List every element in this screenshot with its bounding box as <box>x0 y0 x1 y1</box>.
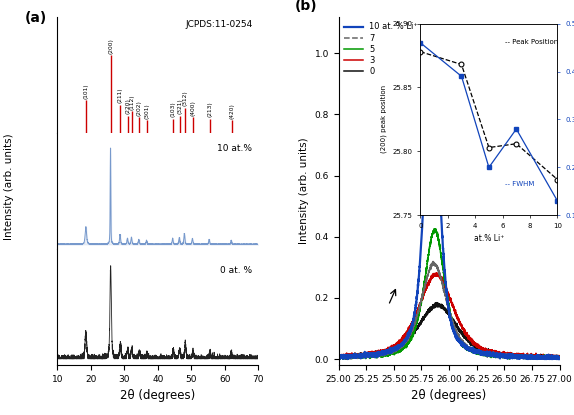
Text: (312): (312) <box>183 91 188 107</box>
Y-axis label: Intensity (arb. units): Intensity (arb. units) <box>299 138 309 244</box>
Text: (301): (301) <box>145 103 150 119</box>
Text: (101): (101) <box>83 83 88 99</box>
Text: (202): (202) <box>137 100 142 116</box>
Text: (321): (321) <box>177 98 182 114</box>
Text: (213): (213) <box>207 102 212 117</box>
Text: JCPDS:11-0254: JCPDS:11-0254 <box>185 20 253 29</box>
Text: (200): (200) <box>108 38 113 54</box>
Text: (112): (112) <box>129 94 134 110</box>
Text: (211): (211) <box>118 88 123 103</box>
Text: (420): (420) <box>229 103 234 119</box>
Text: Intensity (arb. units): Intensity (arb. units) <box>3 134 14 240</box>
Text: (103): (103) <box>171 102 176 117</box>
Legend: 10 at. % Li⁺, 7, 5, 3, 0: 10 at. % Li⁺, 7, 5, 3, 0 <box>341 19 422 79</box>
X-axis label: 2θ (degrees): 2θ (degrees) <box>121 390 196 403</box>
Text: (220): (220) <box>125 98 130 114</box>
Text: (a): (a) <box>25 11 48 25</box>
X-axis label: 2θ (degrees): 2θ (degrees) <box>412 390 487 403</box>
Text: (b): (b) <box>294 0 317 13</box>
Text: 0 at. %: 0 at. % <box>220 266 253 276</box>
Text: (400): (400) <box>191 100 196 116</box>
Text: 10 at.%: 10 at.% <box>218 144 253 154</box>
